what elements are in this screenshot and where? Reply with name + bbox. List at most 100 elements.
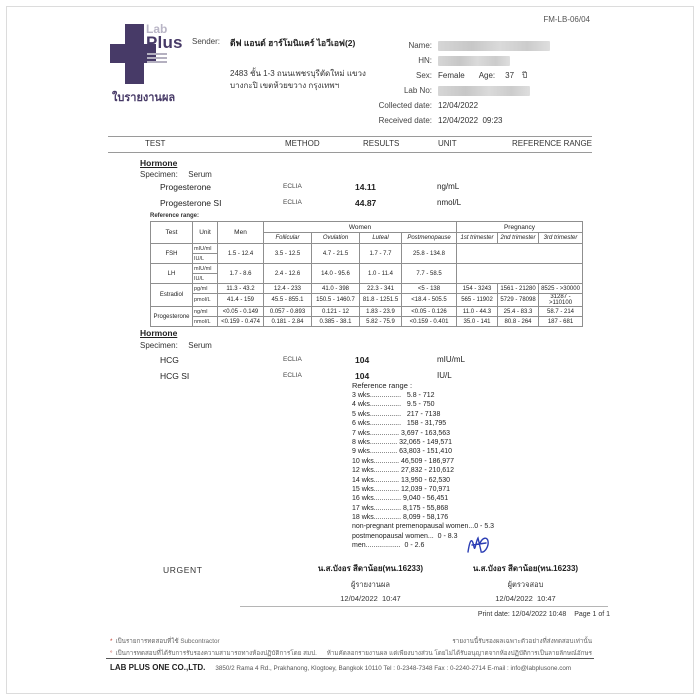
ref-value: 187 - 681 (538, 316, 583, 327)
hcg-ref-item: 15 wks............. 12,039 - 70,971 (352, 485, 451, 493)
ref-value: 7.7 - 58.5 (401, 263, 457, 284)
ref-value: 81.8 - 1251.5 (359, 293, 402, 307)
unit-value: nmol/L (437, 198, 462, 207)
ref-value: 3.5 - 12.5 (263, 243, 312, 264)
specimen-value: Serum (188, 170, 212, 179)
received-date-label: Received date: (378, 116, 432, 125)
column-header-unit: UNIT (438, 139, 457, 148)
ref-value: 2.4 - 12.6 (263, 263, 312, 284)
hcg-ref-item: 7 wks............... 3,697 - 163,563 (352, 429, 451, 437)
ref-empty-cell (456, 263, 583, 284)
page-number: Page 1 of 1 (574, 611, 610, 618)
ref-row-lh: LH mIU/ml 1.7 - 8.6 2.4 - 12.6 14.0 - 95… (150, 263, 583, 284)
print-date: Print date: 12/04/2022 10:48 (477, 611, 567, 618)
ref-h-unit: Unit (192, 221, 218, 244)
ref-header-row: Test Unit Men Women Pregnancy (150, 221, 583, 244)
ref-value: <0.05 - 0.149 (217, 306, 264, 317)
hcg-ref-item: 9 wks.............. 63,803 - 151,410 (352, 448, 453, 456)
reporter-signature-block: น.ส.บังอร สีดาน้อย(ทน.16233) ผู้รายงานผล… (288, 562, 453, 603)
ref-value: 1.7 - 7.7 (359, 243, 402, 264)
reviewer-signature-block: น.ส.บังอร สีดาน้อย(ทน.16233) ผู้ตรวจสอบ … (443, 562, 608, 603)
ref-unit: pg/ml (192, 283, 218, 294)
method-value: ECLIA (283, 199, 302, 206)
ref-row-estradiol: Estradiol pg/ml 11.3 - 43.2 12.4 - 233 4… (150, 283, 583, 307)
ref-h-test: Test (150, 221, 193, 244)
sender-address-line2: บางกะปิ เขตห้วยขวาง กรุงเทพฯ (230, 81, 340, 90)
ref-value: 22.3 - 341 (359, 283, 402, 294)
lab-no-label: Lab No: (403, 86, 432, 95)
ref-h-follicular: Follicular (263, 232, 312, 244)
hcg-reference-title: Reference range : (352, 381, 413, 390)
method-value: ECLIA (283, 356, 302, 363)
age-unit: ปี (522, 71, 528, 80)
reviewer-name: น.ส.บังอร สีดาน้อย(ทน.16233) (472, 564, 579, 573)
hcg-ref-item: 10 wks............. 46,509 - 186,977 (352, 457, 454, 465)
ref-unit: IU/L (192, 253, 218, 264)
ref-value: 31287 - >110100 (538, 293, 583, 307)
company-contact-info: 3850/2 Rama 4 Rd., Prakhanong, Klogtoey,… (215, 665, 572, 672)
specimen-line: Specimen: Serum (140, 341, 212, 350)
hcg-ref-item: 4 wks................ 9.5 - 750 (352, 401, 435, 409)
reference-range-title: Reference range: (150, 213, 200, 219)
ref-value: 58.7 - 214 (538, 306, 583, 317)
ref-value: 8525 - >30000 (538, 283, 583, 294)
hcg-ref-item: 12 wks............. 27,832 - 210,612 (352, 467, 454, 475)
specimen-value: Serum (188, 341, 212, 350)
received-date-row: Received date: 12/04/2022 09:23 (336, 113, 550, 128)
specimen-label: Specimen: (140, 341, 178, 350)
hcg-ref-item: 17 wks.............. 8,175 - 55,868 (352, 504, 449, 512)
divider (108, 136, 592, 137)
footnote-1: * เป็นรายการทดสอบที่ใช้ Subcontractor (110, 636, 220, 646)
section-title-hormone: Hormone (140, 328, 178, 338)
sex-label: Sex: (415, 71, 432, 80)
ref-value: 41.4 - 159 (217, 293, 264, 307)
ref-value: 1.7 - 8.6 (217, 263, 264, 284)
ref-h-luteal: Luteal (359, 232, 402, 244)
reference-range-table: Test Unit Men Women Pregnancy Follicular… (150, 221, 583, 327)
reporter-datetime: 12/04/2022 10:47 (340, 594, 401, 603)
plus-icon (110, 44, 156, 63)
hcg-ref-item: 5 wks................ 217 - 7138 (352, 410, 441, 418)
method-value: ECLIA (283, 183, 302, 190)
ref-value: 12.4 - 233 (263, 283, 312, 294)
redacted-hn (438, 55, 510, 66)
ref-h-women: Women (263, 221, 457, 233)
redacted-lab-no (438, 85, 530, 96)
divider (240, 606, 608, 607)
ref-test-name: LH (150, 263, 193, 284)
ref-value: 5729 - 78098 (497, 293, 539, 307)
ref-test-name: Estradiol (150, 283, 193, 307)
ref-value: 35.0 - 141 (456, 316, 498, 327)
ref-value: 565 - 11902 (456, 293, 498, 307)
ref-value: <18.4 - 505.5 (401, 293, 457, 307)
ref-row-estradiol-si: pmol/L 41.4 - 159 45.5 - 855.1 150.5 - 1… (151, 293, 583, 307)
ref-h-pregnancy: Pregnancy (456, 221, 583, 233)
ref-value: 0.057 - 0.893 (263, 306, 312, 317)
signature-stamp-icon (464, 534, 494, 561)
ref-value: 11.3 - 43.2 (217, 283, 264, 294)
ref-h-trimester-3: 3rd trimester (538, 232, 583, 244)
hcg-ref-item: 8 wks.............. 32,065 - 149,571 (352, 438, 453, 446)
hn-label: HN: (418, 56, 432, 65)
report-title: ใบรายงานผล (112, 92, 176, 104)
ref-unit: IU/L (192, 273, 218, 284)
ref-value: 0.385 - 38.1 (311, 316, 360, 327)
specimen-label: Specimen: (140, 170, 178, 179)
hcg-ref-item: 6 wks................ 158 - 31,795 (352, 420, 447, 428)
patient-sex-age-row: Sex: Female Age: 37 ปี (336, 68, 550, 83)
test-name: HCG SI (160, 371, 190, 381)
logo-tagline-bar (147, 61, 167, 63)
hcg-ref-item: men.................. 0 - 2.6 (352, 542, 425, 550)
company-footer: LAB PLUS ONE CO.,LTD. 3850/2 Rama 4 Rd.,… (110, 663, 592, 672)
footnote-2: ° เป็นการทดสอบที่ได้รับการรับรองความสามาร… (110, 648, 317, 658)
ref-value: 41.0 - 398 (311, 283, 360, 294)
footnote-2-right: ห้ามคัดลอกรายงานผล แต่เพียงบางส่วน โดยไม… (326, 650, 592, 657)
ref-value: 1.83 - 23.9 (359, 306, 402, 317)
ref-value: 1561 - 21280 (497, 283, 539, 294)
ref-value: 1.0 - 11.4 (359, 263, 402, 284)
ref-value: 80.8 - 264 (497, 316, 539, 327)
method-value: ECLIA (283, 372, 302, 379)
ref-value: 0.121 - 12 (311, 306, 360, 317)
ref-unit: pmol/L (192, 293, 218, 307)
collected-date-value: 12/04/2022 (438, 101, 479, 110)
